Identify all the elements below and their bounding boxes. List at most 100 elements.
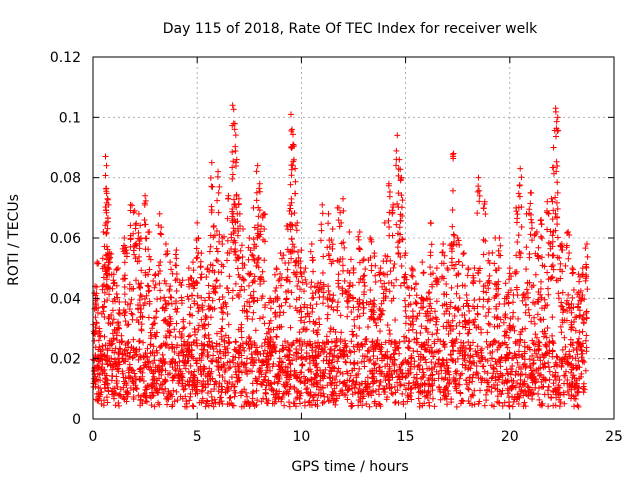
data-point xyxy=(559,246,566,253)
data-point xyxy=(546,368,553,375)
data-point xyxy=(131,370,138,377)
data-point xyxy=(233,339,240,346)
data-point xyxy=(439,356,446,363)
data-point xyxy=(219,316,226,323)
data-point xyxy=(558,358,565,365)
data-point xyxy=(557,302,564,309)
data-point xyxy=(264,350,271,357)
data-point xyxy=(573,365,580,372)
data-point xyxy=(513,252,520,259)
data-point xyxy=(256,373,263,380)
data-point xyxy=(250,236,257,243)
data-point xyxy=(490,366,497,373)
data-point xyxy=(552,210,559,217)
data-point xyxy=(349,282,356,289)
data-point xyxy=(402,357,409,364)
data-point xyxy=(136,338,143,345)
data-point xyxy=(344,396,351,403)
data-point xyxy=(448,396,455,403)
peak-point xyxy=(273,265,280,272)
data-point xyxy=(552,194,559,201)
data-point xyxy=(323,357,330,364)
data-point xyxy=(401,297,408,304)
data-point xyxy=(145,314,152,321)
data-point xyxy=(223,284,230,291)
data-point xyxy=(121,259,128,266)
data-point xyxy=(278,398,285,405)
data-point xyxy=(453,403,460,410)
data-point xyxy=(217,328,224,335)
data-point xyxy=(123,398,130,405)
data-point xyxy=(384,253,391,260)
peak-point xyxy=(465,265,472,272)
data-point xyxy=(91,375,98,382)
data-point xyxy=(159,386,166,393)
peak-point xyxy=(548,195,555,202)
peak-point xyxy=(123,247,130,254)
x-tick-label: 25 xyxy=(605,429,623,445)
data-point xyxy=(100,308,107,315)
data-point xyxy=(480,288,487,295)
data-point xyxy=(179,377,186,384)
data-point xyxy=(325,251,332,258)
data-point xyxy=(407,322,414,329)
data-point xyxy=(453,370,460,377)
data-point xyxy=(494,382,501,389)
data-point xyxy=(313,364,320,371)
data-point xyxy=(160,355,167,362)
peak-point xyxy=(419,259,426,266)
data-point xyxy=(583,348,590,355)
data-point xyxy=(336,392,343,399)
data-point xyxy=(224,257,231,264)
data-point xyxy=(443,280,450,287)
data-point xyxy=(327,350,334,357)
data-point xyxy=(463,377,470,384)
data-point xyxy=(367,356,374,363)
data-point xyxy=(446,371,453,378)
data-point xyxy=(142,393,149,400)
data-point xyxy=(214,173,221,180)
data-point xyxy=(541,305,548,312)
data-point xyxy=(568,309,575,316)
data-point xyxy=(205,282,212,289)
data-point xyxy=(541,391,548,398)
data-point xyxy=(501,380,508,387)
data-point xyxy=(92,314,99,321)
data-point xyxy=(173,308,180,315)
data-point xyxy=(362,353,369,360)
data-point xyxy=(423,359,430,366)
data-point xyxy=(190,374,197,381)
data-point xyxy=(417,357,424,364)
data-point xyxy=(399,390,406,397)
data-point xyxy=(310,268,317,275)
data-point xyxy=(335,280,342,287)
data-point xyxy=(286,348,293,355)
data-point xyxy=(286,399,293,406)
data-point xyxy=(236,254,243,261)
data-point xyxy=(453,367,460,374)
data-point xyxy=(324,311,331,318)
x-tick-label: 20 xyxy=(501,429,519,445)
data-point xyxy=(413,375,420,382)
data-point xyxy=(384,370,391,377)
data-point xyxy=(153,347,160,354)
data-point xyxy=(198,340,205,347)
data-point xyxy=(538,402,545,409)
data-point xyxy=(283,389,290,396)
data-point xyxy=(485,309,492,316)
data-point xyxy=(425,388,432,395)
data-point xyxy=(525,306,532,313)
data-point xyxy=(263,396,270,403)
data-point xyxy=(209,397,216,404)
data-point xyxy=(208,393,215,400)
data-point xyxy=(251,402,258,409)
data-point xyxy=(349,328,356,335)
data-point xyxy=(102,204,109,211)
data-point xyxy=(579,340,586,347)
data-point xyxy=(538,254,545,261)
data-point xyxy=(128,310,135,317)
data-point xyxy=(269,385,276,392)
data-point xyxy=(185,296,192,303)
data-point xyxy=(279,346,286,353)
data-point xyxy=(160,390,167,397)
